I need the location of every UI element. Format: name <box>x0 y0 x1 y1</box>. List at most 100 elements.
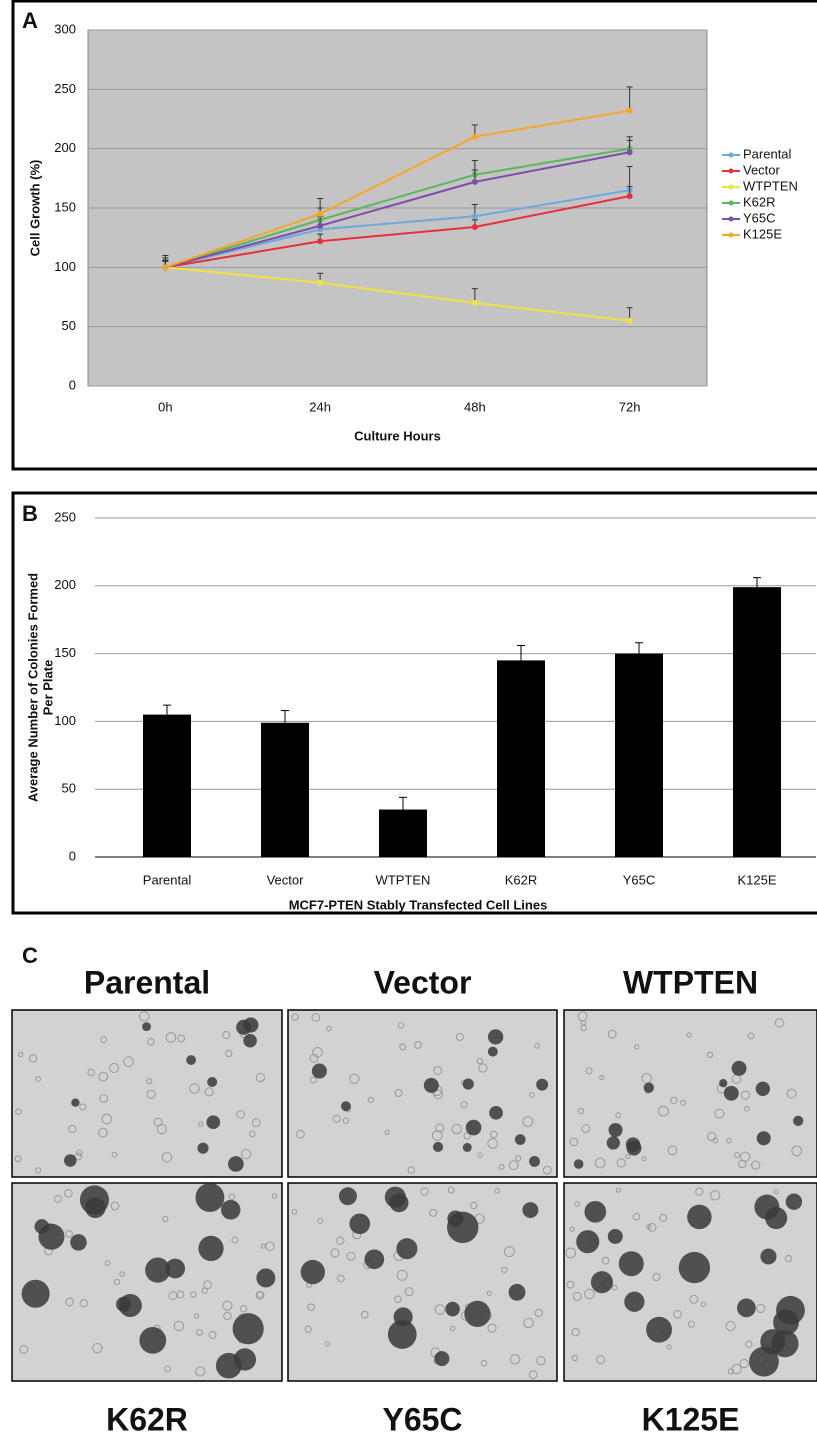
colony <box>206 1115 221 1130</box>
cell <box>739 1358 749 1369</box>
cell <box>251 1118 261 1128</box>
cell <box>786 1088 797 1099</box>
cell <box>607 1029 617 1039</box>
cell <box>311 1013 321 1022</box>
cell <box>725 1321 736 1332</box>
x-tick-label: Vector <box>267 872 305 887</box>
cell <box>17 1051 24 1058</box>
cell <box>203 1280 212 1290</box>
colony <box>719 1079 728 1088</box>
cell <box>98 1071 109 1082</box>
colony <box>489 1105 503 1120</box>
colony <box>432 1141 444 1153</box>
cell <box>161 1152 173 1163</box>
legend-label: K125E <box>743 226 782 241</box>
cell <box>449 1325 456 1332</box>
cell <box>625 1153 631 1160</box>
cell <box>584 1288 595 1300</box>
y-axis-title: Per Plate <box>40 660 55 716</box>
point <box>471 299 478 306</box>
cell <box>349 1073 360 1084</box>
colony <box>349 1213 371 1235</box>
image-label: Vector <box>374 964 472 1000</box>
colony <box>195 1183 225 1212</box>
cell <box>460 1101 468 1109</box>
cell <box>687 1320 695 1328</box>
cell <box>336 1236 345 1245</box>
y-tick-label: 200 <box>54 140 76 155</box>
legend-label: Parental <box>743 146 792 161</box>
point <box>471 133 478 140</box>
y-tick-label: 0 <box>69 377 76 392</box>
image-label: K62R <box>106 1401 188 1437</box>
cell <box>110 1201 120 1211</box>
colony <box>236 1019 252 1035</box>
cell <box>658 1105 669 1117</box>
cell <box>498 1164 505 1170</box>
cell <box>342 1117 350 1124</box>
colony <box>338 1187 357 1206</box>
y-tick-label: 50 <box>62 781 76 796</box>
cell <box>317 1217 324 1224</box>
colony <box>256 1268 276 1288</box>
colony <box>142 1022 151 1032</box>
cell <box>652 1272 661 1282</box>
cell <box>670 1096 678 1105</box>
colony <box>215 1352 242 1379</box>
cell <box>111 1151 118 1158</box>
point <box>317 222 324 229</box>
cell <box>54 1194 62 1203</box>
cell <box>709 1190 721 1201</box>
cell <box>712 1137 719 1144</box>
panel-b-frame <box>11 491 817 915</box>
colony <box>465 1119 482 1136</box>
series-line <box>165 266 630 322</box>
legend-marker <box>728 216 734 222</box>
cell <box>28 1054 38 1063</box>
cell <box>494 1187 501 1194</box>
cell <box>248 1130 256 1138</box>
colony <box>186 1055 197 1065</box>
cell <box>265 1241 275 1251</box>
cell <box>156 1123 167 1135</box>
colony <box>643 1082 655 1093</box>
cell <box>324 1341 330 1347</box>
cell <box>196 1329 203 1336</box>
cell <box>225 1049 233 1058</box>
colony <box>462 1078 474 1090</box>
y-tick-label: 100 <box>54 259 76 274</box>
colony <box>116 1296 131 1312</box>
cell <box>228 1193 236 1201</box>
cell <box>113 1278 121 1286</box>
legend-label: Y65C <box>743 210 776 225</box>
x-tick-label: Y65C <box>623 872 656 887</box>
series-line <box>165 147 630 269</box>
colony <box>646 1316 673 1343</box>
colony <box>228 1156 244 1172</box>
image-label: WTPTEN <box>623 964 758 1000</box>
colony <box>749 1346 779 1377</box>
cell <box>79 1103 87 1111</box>
cell <box>193 1313 200 1319</box>
cell <box>784 1254 793 1263</box>
y-tick-label: 150 <box>54 645 76 660</box>
cell <box>19 1345 29 1354</box>
cell <box>404 1287 414 1297</box>
cell <box>337 1274 345 1283</box>
cell <box>689 1294 699 1304</box>
colony <box>760 1248 777 1265</box>
legend-label: K62R <box>743 194 776 209</box>
panel-label: A <box>22 8 38 33</box>
cell <box>14 1155 22 1163</box>
cell <box>714 1108 725 1119</box>
cell <box>478 1063 488 1073</box>
cell <box>109 1062 120 1073</box>
colony <box>197 1142 209 1154</box>
cell <box>469 1201 478 1210</box>
cell <box>501 1266 508 1273</box>
series-line <box>165 109 630 269</box>
cell <box>569 1226 575 1232</box>
colony <box>21 1279 50 1308</box>
cell <box>146 1078 153 1085</box>
